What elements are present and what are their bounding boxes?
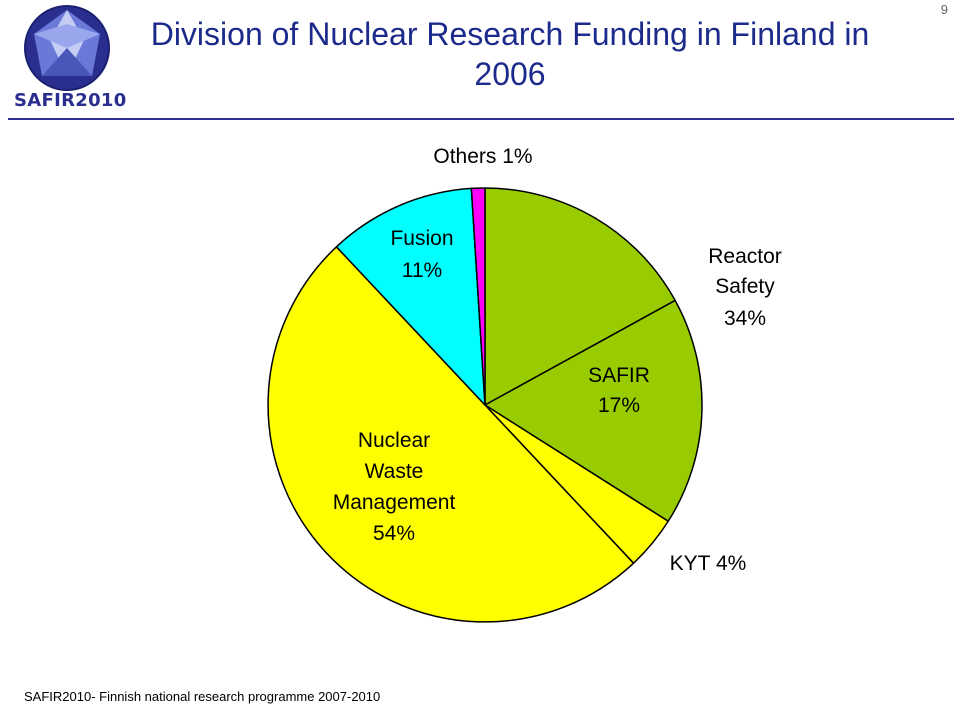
pie-slice-safir [484,299,703,523]
footer-text: SAFIR2010- Finnish national research pro… [24,689,381,704]
header-divider [8,118,954,120]
label-fusion-value: 11% [402,259,442,282]
pie-slice-reactor-safety [484,187,676,406]
label-safir-value: 17% [598,394,640,417]
pie-slice-fusion [335,187,486,406]
label-reactor-value: 34% [724,307,766,330]
label-kyt: KYT 4% [670,552,747,575]
pie-chart: Others 1% Fusion 11% Reactor Safety 34% … [267,145,782,623]
label-others: Others 1% [433,145,532,168]
diamond-logo-icon [24,5,110,91]
label-fusion-name: Fusion [390,227,453,250]
label-waste-line1: Nuclear [358,429,430,452]
logo-text: SAFIR2010 [14,90,127,111]
page-number: 9 [940,2,948,17]
label-safir-name: SAFIR [588,364,650,387]
label-reactor-line1: Reactor [708,245,782,268]
label-waste-value: 54% [373,522,415,545]
pie-slices [267,187,703,623]
safir-logo [10,4,125,112]
pie-slice-nuclear-waste-management [267,246,635,623]
label-waste-line3: Management [333,491,456,514]
label-reactor-line2: Safety [715,275,775,298]
label-waste-line2: Waste [365,460,424,483]
pie-slice-others [470,187,486,406]
page-title: Division of Nuclear Research Funding in … [150,16,870,92]
